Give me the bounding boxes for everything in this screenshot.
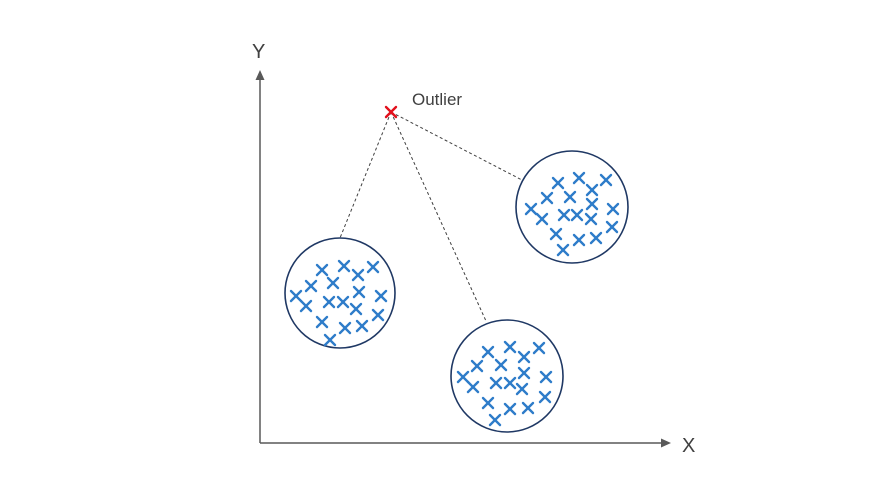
data-point-marker [570,208,584,222]
cluster-points-bottom [456,340,553,427]
data-point-marker [352,285,366,299]
outlier-marker [384,105,398,119]
data-point-marker [470,359,484,373]
connector-line-left [339,111,392,239]
data-point-marker [605,220,619,234]
data-point-marker [599,173,613,187]
data-point-marker [323,333,337,347]
connector-line-bottom [390,111,487,322]
cluster-points-left [289,259,388,347]
data-point-marker [535,212,549,226]
data-point-marker [289,289,303,303]
data-point-marker [304,279,318,293]
data-point-marker [585,183,599,197]
data-point-marker [556,243,570,257]
data-point-marker [322,295,336,309]
data-point-marker [585,197,599,211]
data-point-marker [337,259,351,273]
data-point-marker [572,233,586,247]
data-point-marker [563,190,577,204]
data-point-marker [551,176,565,190]
data-point-marker [515,382,529,396]
data-point-marker [481,345,495,359]
data-point-marker [488,413,502,427]
data-point-marker [517,366,531,380]
data-point-marker [517,350,531,364]
data-point-marker [371,308,385,322]
data-point-marker [299,299,313,313]
data-point-marker [538,390,552,404]
data-point-marker [521,401,535,415]
data-point-marker [351,268,365,282]
data-point-marker [539,370,553,384]
data-point-marker [326,276,340,290]
data-point-marker [589,231,603,245]
data-point-marker [338,321,352,335]
data-point-marker [336,295,350,309]
data-point-marker [315,315,329,329]
data-point-marker [524,202,538,216]
data-point-marker [549,227,563,241]
data-point-marker [557,208,571,222]
y-axis-label: Y [252,41,265,63]
data-point-marker [489,376,503,390]
data-point-marker [374,289,388,303]
x-axis-label: X [682,435,695,457]
data-point-marker [540,191,554,205]
data-point-marker [503,376,517,390]
data-point-marker [532,341,546,355]
axes: Y X [252,41,695,457]
data-point-marker [355,319,369,333]
connector-line-right [390,111,523,181]
data-point-marker [584,212,598,226]
outlier-label: Outlier [412,90,462,109]
data-point-marker [572,171,586,185]
data-point-marker [481,396,495,410]
data-point-marker [503,402,517,416]
x-axis-arrowhead [661,438,671,448]
data-point-marker [494,358,508,372]
connector-lines [339,111,523,322]
y-axis-arrowhead [255,70,265,80]
data-point-marker [315,263,329,277]
data-point-marker [503,340,517,354]
data-point-marker [349,302,363,316]
data-point-marker [606,202,620,216]
data-point-marker [456,370,470,384]
data-point-marker [366,260,380,274]
cluster-points-right [524,171,620,257]
cluster-circle-bottom [450,319,564,433]
data-point-marker [466,380,480,394]
